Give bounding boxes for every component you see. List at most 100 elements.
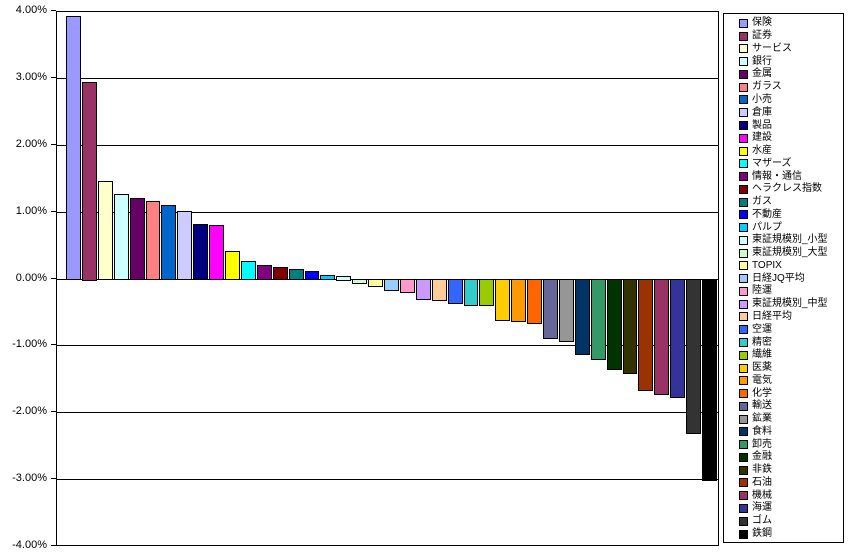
legend-item-保険: 保険 <box>739 17 843 30</box>
legend: 保険 証券 サービス 銀行 金属 ガラス 小売 倉庫 製品 建設 水産 マザーズ 情報・通信 ヘラクレス指… <box>723 13 844 543</box>
legend-swatch-icon <box>739 121 748 130</box>
legend-label: 陸運 <box>752 285 772 297</box>
legend-label: 日経平均 <box>752 310 792 322</box>
legend-label: 化学 <box>752 387 772 399</box>
bar-TOPIX <box>368 278 384 287</box>
bar-東証規模別_中型 <box>415 278 431 300</box>
bar-ガス <box>288 268 304 281</box>
legend-item-医薬: 医薬 <box>739 362 843 375</box>
legend-label: 機械 <box>752 489 772 501</box>
bar-情報・通信 <box>256 264 272 281</box>
legend-label: 鉱業 <box>752 413 772 425</box>
legend-label: 製品 <box>752 119 772 131</box>
legend-swatch-icon <box>739 503 748 513</box>
y-axis-tick <box>51 344 56 346</box>
legend-label: 保険 <box>752 17 772 29</box>
legend-label: 精密 <box>752 336 772 348</box>
legend-item-精密: 精密 <box>739 336 843 349</box>
legend-item-東証規模別_中型: 東証規模別_中型 <box>739 298 843 311</box>
bar-電気 <box>511 278 527 323</box>
legend-label: ガラス <box>752 81 782 93</box>
y-axis-tick <box>51 10 56 11</box>
y-tick-label: -3.00% <box>12 472 47 485</box>
y-axis-tick <box>51 545 56 546</box>
legend-item-倉庫: 倉庫 <box>739 106 843 119</box>
bar-証券 <box>81 82 97 281</box>
legend-item-鉄鋼: 鉄鋼 <box>739 528 843 541</box>
y-tick-label: 0.00% <box>15 271 47 284</box>
legend-item-海運: 海運 <box>739 502 843 515</box>
legend-swatch-icon <box>739 108 748 118</box>
legend-item-銀行: 銀行 <box>739 55 843 68</box>
legend-item-日経JQ平均: 日経JQ平均 <box>739 272 843 285</box>
bar-鉱業 <box>558 278 574 342</box>
legend-item-電気: 電気 <box>739 374 843 387</box>
legend-swatch-icon <box>739 82 748 92</box>
y-tick-label: 3.00% <box>15 70 47 83</box>
legend-label: 日経JQ平均 <box>752 272 805 284</box>
bar-医薬 <box>495 278 511 321</box>
legend-item-卸売: 卸売 <box>739 438 843 451</box>
legend-item-機械: 機械 <box>739 489 843 502</box>
legend-swatch-icon <box>739 31 748 41</box>
legend-label: 輸送 <box>752 400 772 412</box>
legend-item-ゴム: ゴム <box>739 515 843 528</box>
legend-label: ガス <box>752 196 772 208</box>
legend-label: 空運 <box>752 323 772 335</box>
legend-swatch-icon <box>739 491 748 501</box>
legend-label: 石油 <box>752 476 772 488</box>
bar-空運 <box>447 278 463 304</box>
gridline-2 <box>57 144 718 146</box>
bar-石油 <box>638 278 654 392</box>
legend-swatch-icon <box>739 299 748 309</box>
legend-item-ヘラクレス指数: ヘラクレス指数 <box>739 183 843 196</box>
legend-swatch-icon <box>739 274 748 284</box>
legend-label: 医薬 <box>752 362 772 374</box>
legend-swatch-icon <box>739 286 748 296</box>
legend-swatch-icon <box>739 248 748 258</box>
gridline--1 <box>57 345 718 347</box>
legend-item-ガラス: ガラス <box>739 81 843 94</box>
bar-ヘラクレス指数 <box>272 267 288 281</box>
legend-label: TOPIX <box>752 259 782 271</box>
legend-label: 銀行 <box>752 55 772 67</box>
legend-label: 水産 <box>752 145 772 157</box>
bar-保険 <box>66 16 81 281</box>
legend-item-パルプ: パルプ <box>739 221 843 234</box>
legend-label: 電気 <box>752 374 772 386</box>
legend-label: 食料 <box>752 425 772 437</box>
legend-item-石油: 石油 <box>739 477 843 490</box>
bar-陸運 <box>399 278 415 293</box>
bar-倉庫 <box>177 211 193 281</box>
legend-item-陸運: 陸運 <box>739 285 843 298</box>
legend-label: 繊維 <box>752 349 772 361</box>
y-tick-label: 1.00% <box>15 204 47 217</box>
bar-日経JQ平均 <box>384 278 399 291</box>
bar-製品 <box>193 223 209 281</box>
legend-label: 鉄鋼 <box>752 528 772 539</box>
legend-label: 倉庫 <box>752 106 772 118</box>
y-tick-label: -2.00% <box>12 405 47 418</box>
bar-繊維 <box>479 278 495 307</box>
bar-銀行 <box>113 193 129 281</box>
bar-鉄鋼 <box>702 278 717 481</box>
bar-輸送 <box>543 278 558 340</box>
legend-label: 卸売 <box>752 438 772 450</box>
legend-swatch-icon <box>739 389 748 399</box>
legend-swatch-icon <box>739 146 748 156</box>
legend-label: 海運 <box>752 502 772 514</box>
legend-item-輸送: 輸送 <box>739 400 843 413</box>
legend-label: 金融 <box>752 451 772 463</box>
y-tick-label: -4.00% <box>12 539 47 551</box>
legend-item-TOPIX: TOPIX <box>739 260 843 273</box>
legend-label: 情報・通信 <box>752 170 802 182</box>
legend-label: ゴム <box>752 515 772 527</box>
bar-水産 <box>225 250 240 281</box>
legend-label: 小売 <box>752 93 772 105</box>
bar-卸売 <box>590 278 606 360</box>
legend-item-東証規模別_小型: 東証規模別_小型 <box>739 234 843 247</box>
legend-swatch-icon <box>739 18 748 28</box>
legend-item-不動産: 不動産 <box>739 208 843 221</box>
legend-swatch-icon <box>739 325 748 335</box>
legend-swatch-icon <box>739 478 748 488</box>
